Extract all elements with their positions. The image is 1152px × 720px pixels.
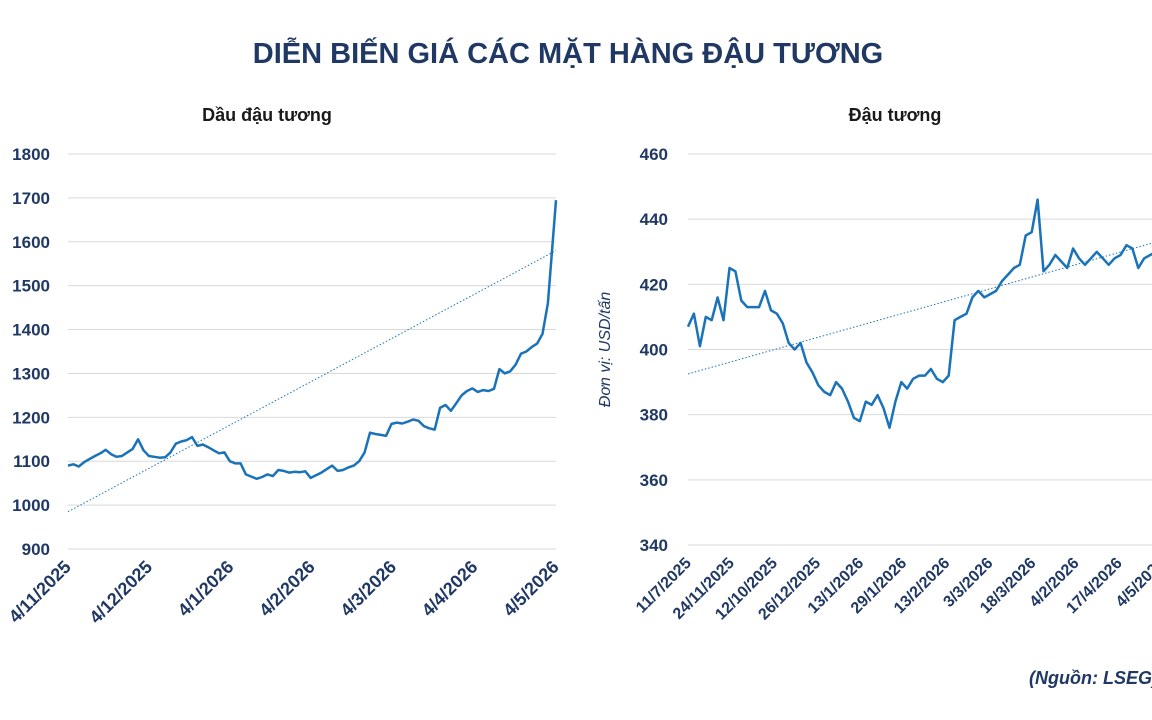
chart-soybean-oil: Dầu đậu tương 900 1000 1100 1200 1300 1400 1500… xyxy=(5,105,563,627)
oil-y-tick-label: 1500 xyxy=(12,277,50,296)
page-title: DIỄN BIẾN GIÁ CÁC MẶT HÀNG ĐẬU TƯƠNG xyxy=(252,38,884,70)
oil-x-tick-label: 4/11/2025 xyxy=(5,557,75,627)
oil-y-tick-label: 1100 xyxy=(13,452,50,471)
soy-y-tick-label: 400 xyxy=(640,341,668,360)
oil-x-tick-label: 4/5/2026 xyxy=(499,557,563,621)
soy-y-tick-label: 360 xyxy=(640,471,668,490)
oil-x-tick-label: 4/4/2026 xyxy=(418,557,482,621)
soy-series-line xyxy=(686,198,1152,429)
oil-y-tick-label: 1200 xyxy=(12,408,50,427)
oil-y-tick-label: 900 xyxy=(22,540,50,559)
oil-y-tick-label: 1600 xyxy=(12,233,50,252)
oil-x-tick-label: 4/3/2026 xyxy=(336,557,400,621)
oil-chart-title: Dầu đậu tương xyxy=(202,105,332,125)
soy-y-axis-label: Đơn vị: USD/tấn xyxy=(597,292,614,408)
soy-y-tick-label: 440 xyxy=(640,210,668,229)
oil-series-line xyxy=(67,200,558,481)
source-note: (Nguồn: LSEG) xyxy=(1029,668,1152,688)
oil-y-tick-label: 1800 xyxy=(12,145,50,164)
oil-x-tick-label: 4/12/2025 xyxy=(85,557,156,628)
soy-y-tick-label: 460 xyxy=(640,145,668,164)
oil-trendline xyxy=(67,250,557,513)
soy-y-tick-label: 340 xyxy=(640,536,668,555)
oil-y-tick-label: 1000 xyxy=(12,496,50,515)
soy-y-tick-label: 420 xyxy=(640,275,668,294)
oil-y-tick-label: 1700 xyxy=(12,189,50,208)
oil-y-tick-label: 1400 xyxy=(12,321,50,340)
oil-y-tick-label: 1300 xyxy=(12,364,50,383)
oil-x-tick-label: 4/2/2026 xyxy=(255,557,319,621)
chart-soybean: Đậu tương 340 360 380 400 420 440 460 Đơn vị: US… xyxy=(597,105,1152,623)
soy-y-tick-label: 380 xyxy=(640,406,668,425)
oil-x-tick-label: 4/1/2026 xyxy=(174,557,238,621)
soy-chart-title: Đậu tương xyxy=(849,105,942,125)
